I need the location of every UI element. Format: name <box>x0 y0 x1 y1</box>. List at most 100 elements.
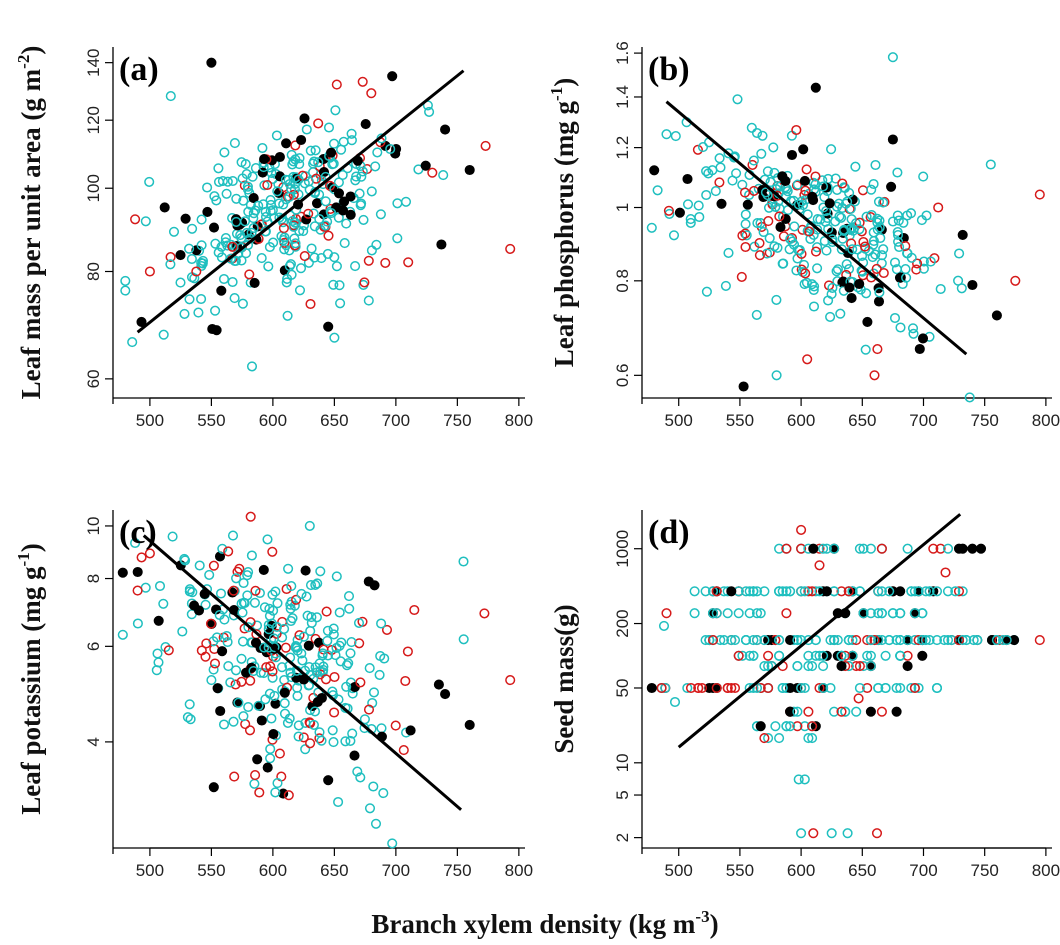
data-point-cyan <box>861 211 872 222</box>
data-point-cyan <box>703 168 714 179</box>
data-point-cyan <box>759 635 770 646</box>
data-point-cyan <box>830 173 841 184</box>
data-point-cyan <box>902 543 913 554</box>
data-point-cyan <box>884 586 895 597</box>
data-point-red <box>909 682 920 694</box>
data-point-red <box>854 661 865 672</box>
data-point-cyan <box>918 263 929 274</box>
data-point-black <box>323 321 334 332</box>
data-point-cyan <box>876 635 887 646</box>
data-point-cyan <box>285 667 296 678</box>
data-point-red <box>740 241 751 253</box>
data-point-cyan <box>907 323 919 334</box>
data-point-cyan <box>132 618 143 629</box>
data-point-cyan <box>296 588 307 599</box>
x-tick-label: 700 <box>909 411 937 430</box>
data-point-black <box>248 193 259 204</box>
data-point-red <box>366 88 377 99</box>
data-point-red <box>390 720 401 731</box>
y-axis-title-text: Seed mass(g) <box>549 604 579 753</box>
data-point-cyan <box>799 721 810 732</box>
x-tick-label: 550 <box>726 861 754 880</box>
data-point-cyan <box>292 690 303 701</box>
data-point-black <box>902 661 913 672</box>
data-point-cyan <box>854 224 865 235</box>
data-point-cyan <box>826 289 837 300</box>
data-point-red <box>696 682 708 694</box>
data-point-cyan <box>707 586 719 597</box>
data-point-cyan <box>858 543 869 554</box>
data-point-cyan <box>238 195 249 206</box>
data-point-red <box>205 618 217 629</box>
data-point-red <box>859 241 871 252</box>
panel-label: (b) <box>648 51 690 88</box>
y-axis-title-sup: -1 <box>14 552 33 566</box>
data-point-cyan <box>808 284 819 296</box>
data-point-cyan <box>902 635 913 646</box>
data-point-cyan <box>204 569 215 580</box>
data-point-cyan <box>913 586 924 597</box>
data-point-cyan <box>385 143 396 155</box>
data-point-cyan <box>329 332 340 343</box>
data-point-red <box>331 79 342 90</box>
y-axis-title: Leaf mass per unit area (g m-2) <box>14 46 46 400</box>
data-point-cyan <box>843 263 855 275</box>
y-axis-title-sup: -1 <box>547 87 566 101</box>
data-point-cyan <box>351 171 362 182</box>
data-point-cyan <box>774 203 785 214</box>
data-point-cyan <box>333 212 344 223</box>
data-point-cyan <box>710 186 721 197</box>
data-point-cyan <box>230 255 241 266</box>
data-point-cyan <box>731 168 742 179</box>
data-point-red <box>807 721 818 732</box>
data-point-black <box>256 715 267 726</box>
data-point-black <box>674 207 685 218</box>
x-tick-label: 550 <box>726 411 754 430</box>
data-point-red <box>858 236 869 248</box>
data-point-cyan <box>806 279 818 290</box>
data-point-cyan <box>272 186 283 197</box>
data-point-cyan <box>781 586 792 597</box>
data-point-cyan <box>744 608 755 619</box>
y-tick-label: 0.6 <box>613 364 632 388</box>
data-point-red <box>223 546 234 557</box>
data-point-cyan <box>762 166 773 177</box>
data-point-cyan <box>895 322 906 333</box>
data-point-cyan <box>279 623 290 634</box>
data-point-cyan <box>196 240 207 251</box>
data-point-cyan <box>368 687 380 698</box>
data-point-red <box>427 167 438 178</box>
data-point-cyan <box>796 682 807 694</box>
data-point-red <box>480 140 491 151</box>
data-point-cyan <box>130 537 141 549</box>
data-point-cyan <box>660 682 671 694</box>
data-point-cyan <box>326 208 337 219</box>
data-point-red <box>208 560 219 571</box>
data-point-cyan <box>209 191 220 202</box>
data-point-red <box>802 354 813 365</box>
data-point-cyan <box>300 744 311 755</box>
data-point-red <box>810 246 822 257</box>
data-point-cyan <box>876 608 887 619</box>
data-point-cyan <box>895 635 906 646</box>
data-point-cyan <box>782 186 793 197</box>
data-point-cyan <box>873 682 884 694</box>
data-point-cyan <box>355 772 366 783</box>
data-point-black <box>323 775 334 786</box>
data-point-cyan <box>968 635 979 646</box>
data-point-cyan <box>777 586 788 597</box>
data-point-cyan <box>341 681 352 692</box>
data-point-red <box>836 586 847 597</box>
data-point-cyan <box>290 238 301 249</box>
data-point-cyan <box>909 608 920 619</box>
data-point-cyan <box>765 177 776 188</box>
data-point-cyan <box>892 229 904 241</box>
data-point-cyan <box>950 586 961 597</box>
x-tick-label: 650 <box>848 411 876 430</box>
data-point-cyan <box>335 298 346 309</box>
data-point-cyan <box>913 682 924 694</box>
data-point-cyan <box>316 253 327 264</box>
data-point-black <box>440 689 451 700</box>
data-point-cyan <box>285 599 296 610</box>
data-point-red <box>711 682 722 694</box>
